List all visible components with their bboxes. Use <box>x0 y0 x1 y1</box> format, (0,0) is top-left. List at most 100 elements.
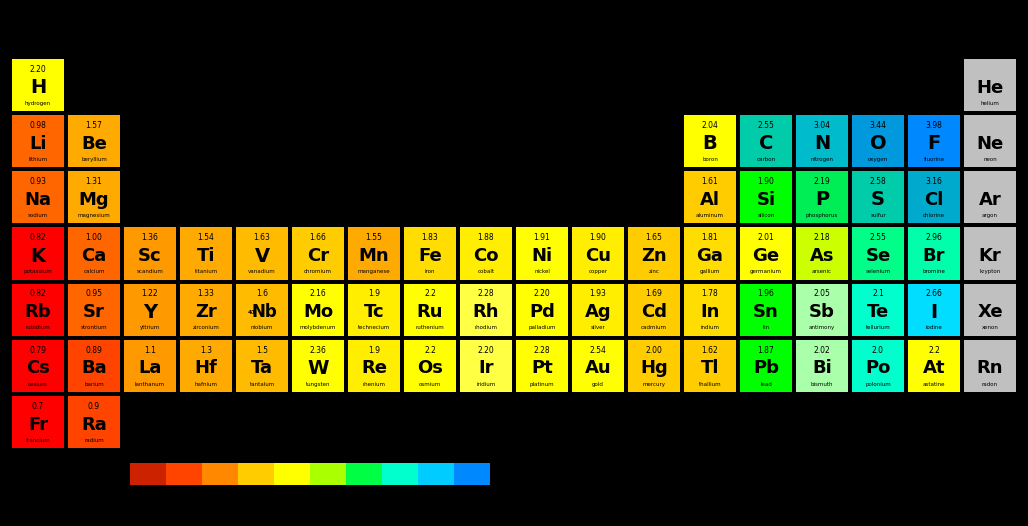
Text: Kr: Kr <box>979 247 1001 265</box>
Text: selenium: selenium <box>866 269 890 274</box>
Text: 0.9: 0.9 <box>88 402 100 411</box>
Text: 0.82: 0.82 <box>30 289 46 298</box>
Text: B: B <box>702 134 718 153</box>
Text: 1.9: 1.9 <box>368 346 380 355</box>
Text: 1.63: 1.63 <box>254 234 270 242</box>
Text: 1.87: 1.87 <box>758 346 774 355</box>
Bar <box>292 284 344 336</box>
Bar <box>180 340 232 392</box>
Bar <box>852 340 904 392</box>
Text: 1.81: 1.81 <box>702 234 719 242</box>
Text: boron: boron <box>702 157 718 162</box>
Text: 1.54: 1.54 <box>197 234 215 242</box>
Text: silver: silver <box>591 326 605 330</box>
Text: 1.96: 1.96 <box>758 289 774 298</box>
Text: astatine: astatine <box>923 381 946 387</box>
Text: Ag: Ag <box>585 304 612 321</box>
Bar <box>572 227 624 280</box>
Text: nickel: nickel <box>535 269 550 274</box>
Bar <box>201 463 238 485</box>
Bar <box>796 340 848 392</box>
Bar <box>460 340 512 392</box>
Text: Se: Se <box>866 247 890 265</box>
Text: Ne: Ne <box>977 135 1003 153</box>
Text: 1.00: 1.00 <box>85 234 103 242</box>
Text: 1.33: 1.33 <box>197 289 215 298</box>
Text: Po: Po <box>866 359 890 377</box>
Text: Ta: Ta <box>251 359 273 377</box>
Bar <box>124 340 176 392</box>
Bar <box>12 340 64 392</box>
Bar <box>740 115 792 167</box>
Text: lithium: lithium <box>29 157 47 162</box>
Bar <box>964 284 1016 336</box>
Bar <box>68 284 120 336</box>
Bar <box>292 227 344 280</box>
Text: 0.7: 0.7 <box>32 402 44 411</box>
Text: 2.66: 2.66 <box>925 289 943 298</box>
Text: Ar: Ar <box>979 191 1001 209</box>
Text: silicon: silicon <box>758 213 775 218</box>
Text: iron: iron <box>425 269 435 274</box>
Text: 0.93: 0.93 <box>30 177 46 186</box>
Text: 2.2: 2.2 <box>928 346 940 355</box>
Text: Ni: Ni <box>531 247 553 265</box>
Text: 1.65: 1.65 <box>646 234 662 242</box>
Bar <box>180 227 232 280</box>
Text: 2.36: 2.36 <box>309 346 327 355</box>
Text: S: S <box>871 190 885 209</box>
Bar <box>292 340 344 392</box>
Text: 2.00: 2.00 <box>646 346 662 355</box>
Text: barium: barium <box>84 381 104 387</box>
Text: helium: helium <box>981 101 999 106</box>
Text: Na: Na <box>25 191 51 209</box>
Bar <box>572 284 624 336</box>
Text: palladium: palladium <box>528 326 556 330</box>
Text: Mn: Mn <box>359 247 390 265</box>
Bar <box>796 227 848 280</box>
Text: rhenium: rhenium <box>363 381 386 387</box>
Text: chromium: chromium <box>304 269 332 274</box>
Bar <box>908 115 960 167</box>
Text: francium: francium <box>26 438 50 443</box>
Text: 2.1: 2.1 <box>872 289 884 298</box>
Text: Ca: Ca <box>81 247 107 265</box>
Text: sulfur: sulfur <box>870 213 886 218</box>
Text: germanium: germanium <box>750 269 782 274</box>
Bar <box>964 171 1016 224</box>
Text: 41: 41 <box>248 310 257 315</box>
Text: Si: Si <box>757 191 775 209</box>
Bar <box>382 463 418 485</box>
Text: 0.98: 0.98 <box>30 121 46 130</box>
Text: lead: lead <box>760 381 772 387</box>
Bar <box>684 227 736 280</box>
Bar <box>404 284 456 336</box>
Bar <box>516 340 568 392</box>
Bar <box>796 284 848 336</box>
Text: technecium: technecium <box>358 326 391 330</box>
Text: 3.04: 3.04 <box>813 121 831 130</box>
Bar <box>964 59 1016 111</box>
Text: Bi: Bi <box>812 359 832 377</box>
Text: 2.02: 2.02 <box>813 346 831 355</box>
Bar <box>12 115 64 167</box>
Text: 2.05: 2.05 <box>813 289 831 298</box>
Text: 2.18: 2.18 <box>814 234 831 242</box>
Text: indium: indium <box>700 326 720 330</box>
Text: phosphorus: phosphorus <box>806 213 838 218</box>
Text: scandium: scandium <box>137 269 163 274</box>
Text: chlorine: chlorine <box>923 213 945 218</box>
Text: hafnium: hafnium <box>194 381 218 387</box>
Bar <box>796 115 848 167</box>
Text: argon: argon <box>982 213 998 218</box>
Text: titanium: titanium <box>194 269 218 274</box>
Bar <box>68 115 120 167</box>
Text: Rh: Rh <box>473 304 500 321</box>
Bar <box>12 396 64 448</box>
Text: Cd: Cd <box>641 304 667 321</box>
Text: niobium: niobium <box>251 326 273 330</box>
Text: 1.57: 1.57 <box>85 121 103 130</box>
Text: V: V <box>255 247 269 266</box>
Bar <box>908 171 960 224</box>
Text: hydrogen: hydrogen <box>25 101 51 106</box>
